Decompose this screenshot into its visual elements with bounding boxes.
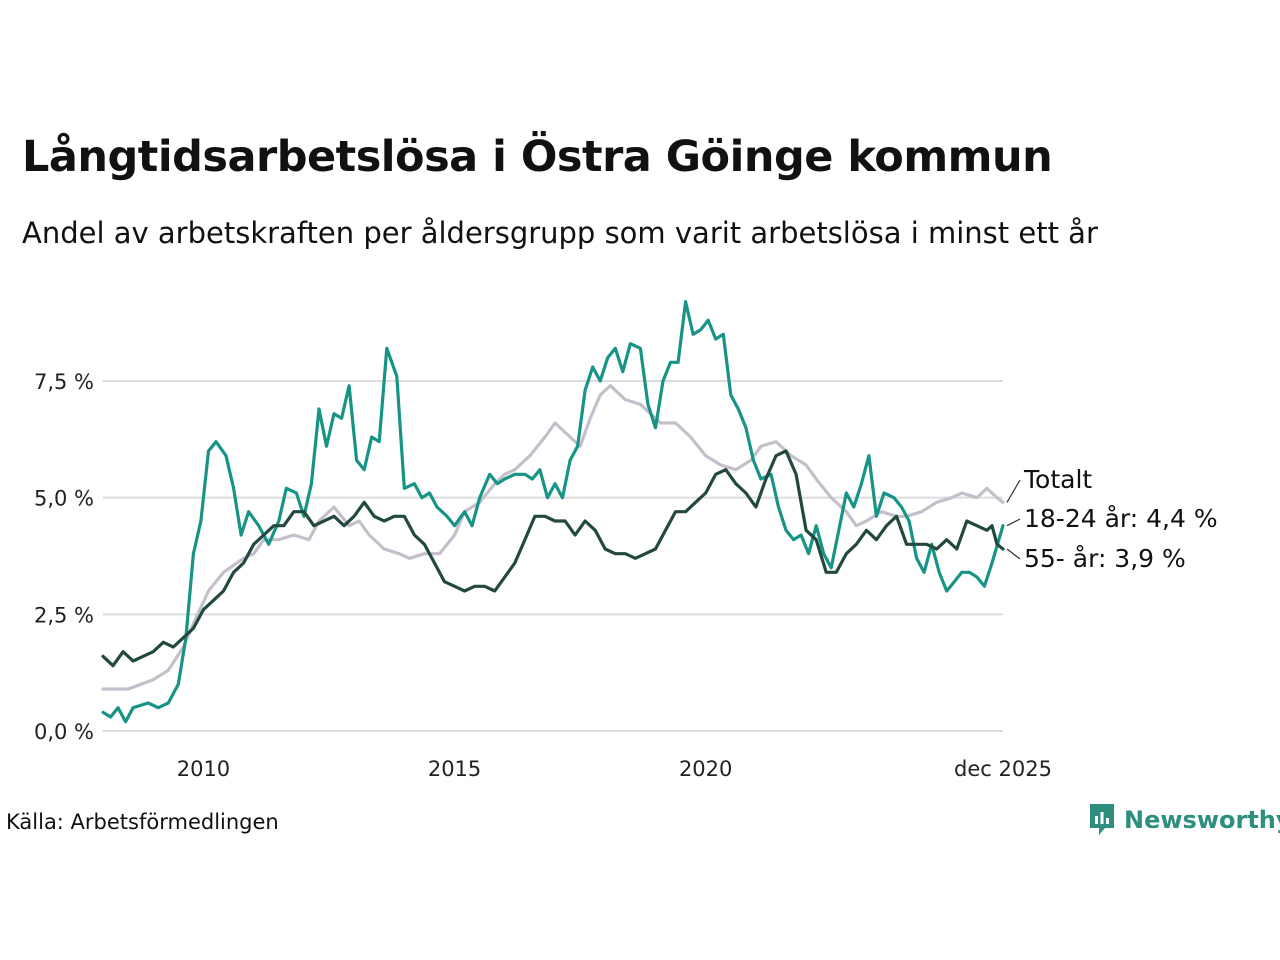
brand-name: Newsworthy bbox=[1124, 806, 1280, 834]
chart-title: Långtidsarbetslösa i Östra Göinge kommun bbox=[22, 132, 1053, 182]
series-lines bbox=[101, 300, 1005, 724]
series-line-totalt bbox=[101, 384, 1005, 691]
series-end-labels: Totalt 18-24 år: 4,4 % 55- år: 3,9 % bbox=[1006, 465, 1218, 573]
y-tick-label: 5,0 % bbox=[34, 487, 94, 511]
y-tick-label: 2,5 % bbox=[34, 603, 94, 627]
brand-logo: Newsworthy bbox=[1088, 802, 1280, 838]
x-axis-ticks: 2010 2015 2020 dec 2025 bbox=[177, 757, 1052, 781]
end-label-18-24: 18-24 år: 4,4 % bbox=[1024, 504, 1218, 533]
x-tick-label: 2015 bbox=[428, 757, 481, 781]
x-tick-label: dec 2025 bbox=[954, 757, 1052, 781]
series-line-55-plus bbox=[101, 449, 1005, 668]
source-note: Källa: Arbetsförmedlingen bbox=[6, 810, 279, 834]
end-label-55-plus: 55- år: 3,9 % bbox=[1024, 544, 1186, 573]
y-tick-label: 7,5 % bbox=[34, 370, 94, 394]
label-leader-line bbox=[1006, 518, 1021, 527]
chart-subtitle: Andel av arbetskraften per åldersgrupp s… bbox=[22, 216, 1098, 250]
label-leader-line bbox=[1006, 548, 1021, 560]
gridlines bbox=[103, 380, 1003, 732]
y-tick-label: 0,0 % bbox=[34, 720, 94, 744]
y-axis-ticks: 0,0 % 2,5 % 5,0 % 7,5 % bbox=[34, 370, 94, 744]
label-leader-line bbox=[1006, 479, 1021, 503]
x-tick-label: 2020 bbox=[679, 757, 732, 781]
series-line-18-24 bbox=[101, 300, 1005, 724]
newsworthy-logo-icon bbox=[1090, 804, 1114, 835]
x-tick-label: 2010 bbox=[177, 757, 230, 781]
end-label-totalt: Totalt bbox=[1023, 465, 1092, 494]
